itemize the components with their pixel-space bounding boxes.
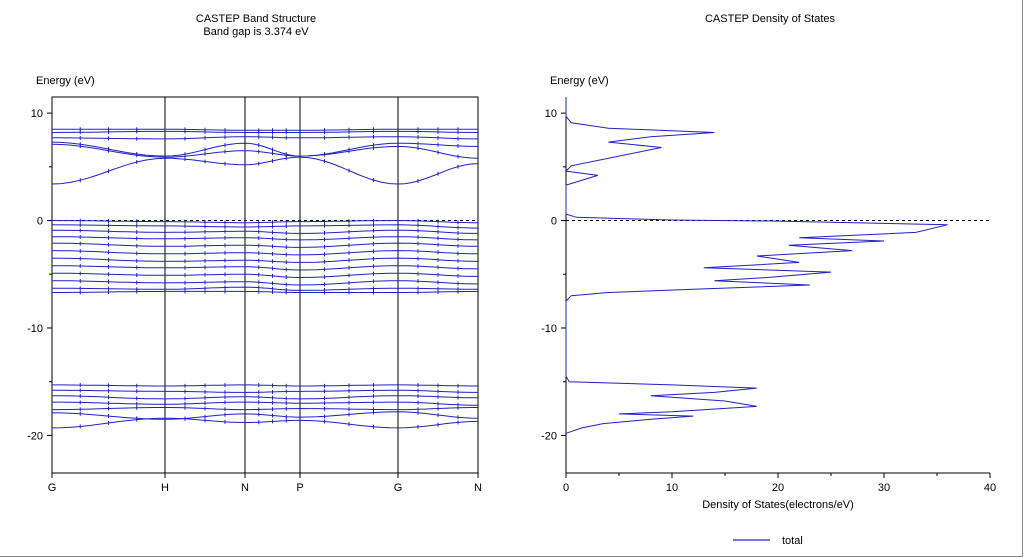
dos-xtick-label: 40 (984, 482, 996, 494)
dos-xtick-label: 10 (666, 482, 678, 494)
band-line (51, 242, 478, 248)
dos-xlabel: Density of States(electrons/eV) (702, 499, 854, 511)
band-ylabel: Energy (eV) (36, 75, 95, 87)
band-kpoint-label: N (474, 482, 482, 494)
band-ytick-label: 10 (31, 108, 43, 120)
dos-title: CASTEP Density of States (705, 13, 836, 25)
band-line (52, 280, 478, 286)
band-line (51, 257, 479, 263)
band-line (51, 141, 478, 157)
band-line (51, 250, 478, 256)
band-line (52, 286, 478, 291)
band-ytick-label: 0 (37, 216, 43, 228)
dos-series-total (564, 97, 948, 434)
band-line (52, 384, 478, 387)
band-subtitle: Band gap is 3.374 eV (203, 26, 309, 38)
dos-xtick-label: 20 (772, 482, 784, 494)
band-line (51, 130, 479, 133)
band-ytick-label: -10 (27, 323, 43, 335)
band-plot-frame (51, 96, 479, 474)
band-kpoint-label: N (241, 482, 249, 494)
band-line (51, 411, 479, 420)
band-line (51, 224, 479, 229)
band-structure-plot: 10 0 -10 -20 G H N P G N (27, 96, 482, 494)
dos-ylabel: Energy (eV) (550, 75, 609, 87)
band-title: CASTEP Band Structure (196, 13, 316, 25)
dos-xtick-label: 0 (563, 482, 569, 494)
band-line (51, 156, 479, 185)
band-line (51, 143, 479, 159)
band-line (52, 236, 479, 241)
band-line (52, 136, 478, 140)
dos-ytick-label: 0 (551, 216, 557, 228)
band-ytick-label: -20 (27, 430, 43, 442)
band-line (52, 290, 479, 293)
band-line (52, 265, 479, 271)
band-line (52, 229, 478, 234)
band-line (52, 395, 478, 400)
band-kpoint-label: H (161, 482, 169, 494)
band-kpoint-label: P (296, 482, 303, 494)
band-line (52, 389, 478, 393)
dos-ytick-label: 10 (545, 108, 557, 120)
band-line (52, 272, 478, 279)
legend-label-total: total (782, 535, 803, 547)
band-line (52, 401, 478, 406)
band-kpoint-label: G (394, 482, 403, 494)
band-line (51, 417, 479, 429)
dos-ytick-label: -20 (541, 430, 557, 442)
band-line (52, 128, 478, 131)
band-line (52, 407, 478, 411)
band-kpoint-label: G (48, 482, 57, 494)
dos-ytick-label: -10 (541, 323, 557, 335)
dos-xtick-label: 30 (878, 482, 890, 494)
dos-plot: 10 0 -10 -20 0 10 20 30 40 (541, 97, 996, 494)
